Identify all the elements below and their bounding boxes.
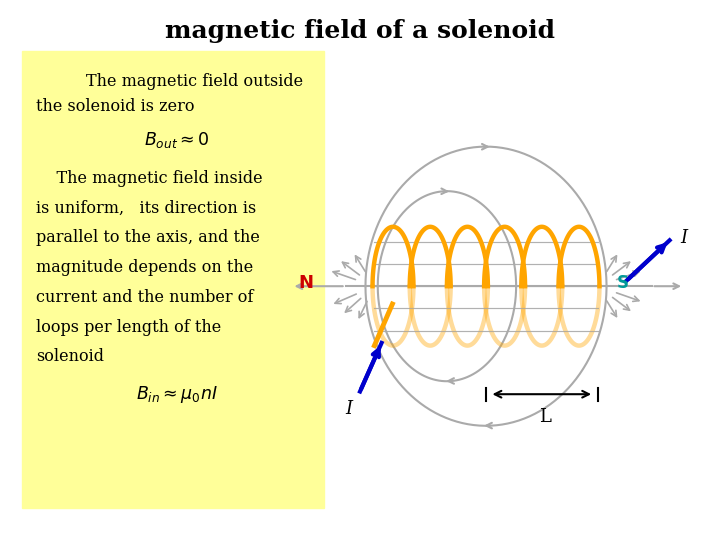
Text: parallel to the axis, and the: parallel to the axis, and the (36, 230, 260, 246)
Text: I: I (680, 228, 688, 247)
FancyBboxPatch shape (22, 51, 324, 508)
Text: L: L (539, 408, 552, 426)
Text: current and the number of: current and the number of (36, 289, 253, 306)
Text: The magnetic field inside: The magnetic field inside (36, 170, 263, 187)
Text: magnetic field of a solenoid: magnetic field of a solenoid (165, 19, 555, 43)
Text: The magnetic field outside: The magnetic field outside (86, 73, 304, 90)
Text: magnitude depends on the: magnitude depends on the (36, 259, 253, 276)
Text: loops per length of the: loops per length of the (36, 319, 221, 335)
Text: is uniform,   its direction is: is uniform, its direction is (36, 200, 256, 217)
Text: N: N (299, 274, 313, 293)
Text: solenoid: solenoid (36, 348, 104, 365)
Text: $B_{out} \approx 0$: $B_{out} \approx 0$ (143, 130, 210, 150)
Text: S: S (617, 274, 629, 293)
Text: the solenoid is zero: the solenoid is zero (36, 98, 194, 115)
Text: I: I (346, 400, 353, 417)
Text: $B_{in} \approx \mu_0 nI$: $B_{in} \approx \mu_0 nI$ (135, 384, 217, 406)
